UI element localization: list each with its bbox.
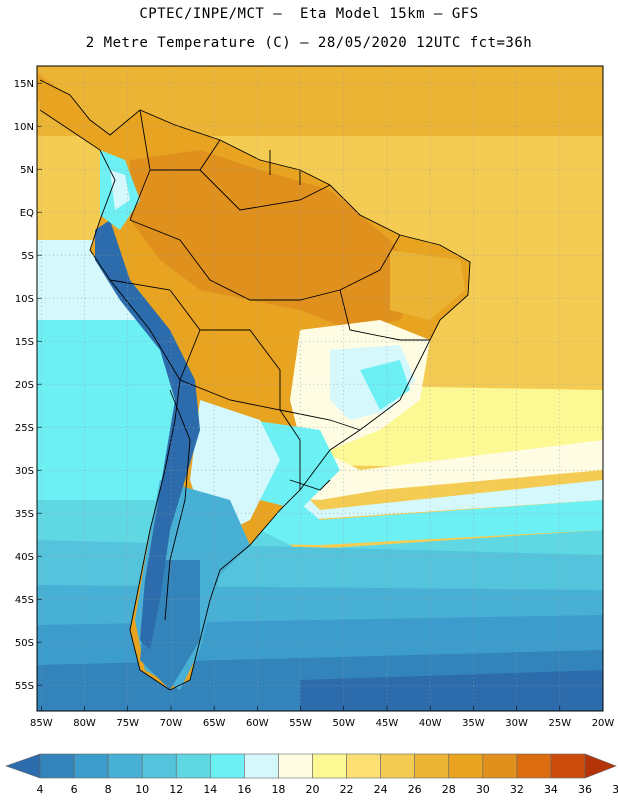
colorbar-labels: 4 6 8 10 12 14 16 18 20 22 24 26 28 30 32 34 36 38 <box>37 783 618 796</box>
colorbar-label: 6 <box>71 783 78 796</box>
colorbar-swatch <box>244 753 279 779</box>
latitude-labels: 15N 10N 5N EQ 5S 10S 15S 20S 25S 30S 35S 40S 45S 50S 5… <box>14 79 34 692</box>
lon-label: 65W <box>203 718 226 729</box>
gridlines <box>37 66 604 711</box>
lon-label: 25W <box>548 718 571 729</box>
colorbar-label: 10 <box>135 783 149 796</box>
colorbar-label: 38 <box>612 783 618 796</box>
colorbar <box>5 753 617 779</box>
amazon-warm-region <box>130 150 420 330</box>
colorbar-label: 26 <box>408 783 422 796</box>
lon-label: 40W <box>419 718 442 729</box>
lon-label: 75W <box>116 718 139 729</box>
colorbar-swatch <box>380 753 415 779</box>
colorbar-swatch <box>346 753 381 779</box>
colorbar-swatch <box>482 753 518 779</box>
colorbar-swatch <box>73 753 109 779</box>
central-america-land <box>37 72 95 132</box>
lon-label: 55W <box>289 718 312 729</box>
longitude-labels: 85W 80W 75W 70W 65W 60W 55W 50W 45W 40W 35W 30W 25W 2… <box>30 718 614 729</box>
colorbar-swatch <box>107 753 143 779</box>
colorbar-label: 30 <box>476 783 490 796</box>
lat-label: 45S <box>15 595 34 606</box>
lat-label: EQ <box>20 208 34 219</box>
lon-label: 85W <box>30 718 53 729</box>
country-borders <box>39 79 471 691</box>
lat-label: 5S <box>21 251 34 262</box>
colorbar-label: 24 <box>374 783 388 796</box>
colorbar-label: 18 <box>271 783 285 796</box>
lat-label: 40S <box>15 552 34 563</box>
colorbar-label: 8 <box>105 783 112 796</box>
map-title-line1: CPTEC/INPE/MCT – Eta Model 15km – GFS <box>139 6 479 22</box>
lat-label: 10N <box>14 122 34 133</box>
lon-label: 70W <box>160 718 183 729</box>
colorbar-left-arrow <box>5 753 41 779</box>
lon-label: 60W <box>246 718 269 729</box>
colorbar-label: 28 <box>442 783 456 796</box>
colorbar-label: 34 <box>544 783 558 796</box>
lat-label: 15S <box>15 337 34 348</box>
colorbar-right-arrow <box>584 753 617 779</box>
lat-label: 20S <box>15 380 34 391</box>
colorbar-label: 32 <box>510 783 524 796</box>
lon-label: 50W <box>332 718 355 729</box>
colorbar-swatch <box>312 753 347 779</box>
andes-cold <box>95 220 200 650</box>
lat-label: 10S <box>15 294 34 305</box>
colorbar-swatch <box>516 753 552 779</box>
lon-label: 80W <box>73 718 96 729</box>
colorbar-swatch <box>414 753 450 779</box>
colorbar-label: 20 <box>306 783 320 796</box>
colorbar-swatch <box>210 753 245 779</box>
map-title-line2: 2 Metre Temperature (C) – 28/05/2020 12U… <box>85 35 533 51</box>
lat-label: 30S <box>15 466 34 477</box>
colorbar-label: 12 <box>169 783 183 796</box>
lat-label: 25S <box>15 423 34 434</box>
lon-label: 20W <box>592 718 615 729</box>
lat-label: 55S <box>15 681 34 692</box>
colorbar-label: 14 <box>203 783 217 796</box>
lon-label: 35W <box>462 718 485 729</box>
colorbar-swatch <box>550 753 586 779</box>
colorbar-swatch <box>141 753 177 779</box>
lat-label: 15N <box>14 79 34 90</box>
colorbar-label: 16 <box>237 783 251 796</box>
lat-label: 50S <box>15 638 34 649</box>
lat-label: 35S <box>15 509 34 520</box>
colorbar-label: 36 <box>578 783 592 796</box>
colorbar-swatch <box>448 753 484 779</box>
colorbar-swatch <box>175 753 211 779</box>
colorbar-label: 22 <box>340 783 354 796</box>
lat-label: 5N <box>20 165 34 176</box>
map-frame <box>36 65 604 712</box>
map-area <box>37 66 603 711</box>
colorbar-swatch <box>39 753 75 779</box>
lon-label: 45W <box>376 718 399 729</box>
colorbar-label: 4 <box>37 783 44 796</box>
colorbar-swatch <box>278 753 313 779</box>
lon-label: 30W <box>505 718 528 729</box>
